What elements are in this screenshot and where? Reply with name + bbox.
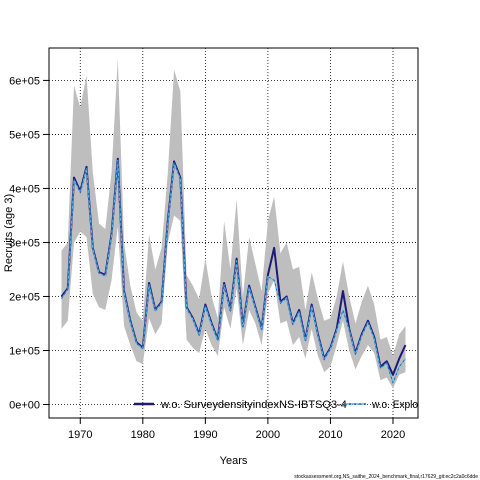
y-axis-title: Recruits (age 3) bbox=[3, 194, 15, 272]
x-axis: 1970 1980 1990 2000 2010 2020 bbox=[68, 418, 405, 441]
y-tick-label: 0e+00 bbox=[9, 399, 40, 411]
y-tick-label: 3e+05 bbox=[9, 237, 40, 249]
legend: w.o. SurveydensityindexNS-IBTSQ3-4 w.o. … bbox=[134, 399, 418, 411]
y-tick-label: 5e+05 bbox=[9, 129, 40, 141]
x-tick-label: 1970 bbox=[68, 429, 92, 441]
x-tick-label: 2010 bbox=[318, 429, 342, 441]
legend-label-series-2: w.o. Explo bbox=[371, 399, 418, 411]
y-tick-label: 2e+05 bbox=[9, 291, 40, 303]
y-tick-label: 4e+05 bbox=[9, 183, 40, 195]
x-tick-label: 1990 bbox=[193, 429, 217, 441]
y-axis: 0e+00 1e+05 2e+05 3e+05 4e+05 5e+05 6e+05 bbox=[9, 75, 49, 411]
x-axis-title: Years bbox=[220, 455, 248, 467]
x-tick-label: 2020 bbox=[381, 429, 405, 441]
series-line-2-dash bbox=[61, 160, 406, 384]
y-tick-label: 1e+05 bbox=[9, 345, 40, 357]
series-layer bbox=[60, 157, 407, 384]
legend-label-series-1: w.o. SurveydensityindexNS-IBTSQ3-4 bbox=[160, 399, 347, 411]
y-tick-label: 6e+05 bbox=[9, 75, 40, 87]
x-tick-label: 2000 bbox=[256, 429, 280, 441]
x-tick-label: 1980 bbox=[131, 429, 155, 441]
footer-credit: stockassessment.org,NS_saithe_2024_bench… bbox=[294, 474, 478, 480]
plot-frame bbox=[48, 47, 419, 419]
